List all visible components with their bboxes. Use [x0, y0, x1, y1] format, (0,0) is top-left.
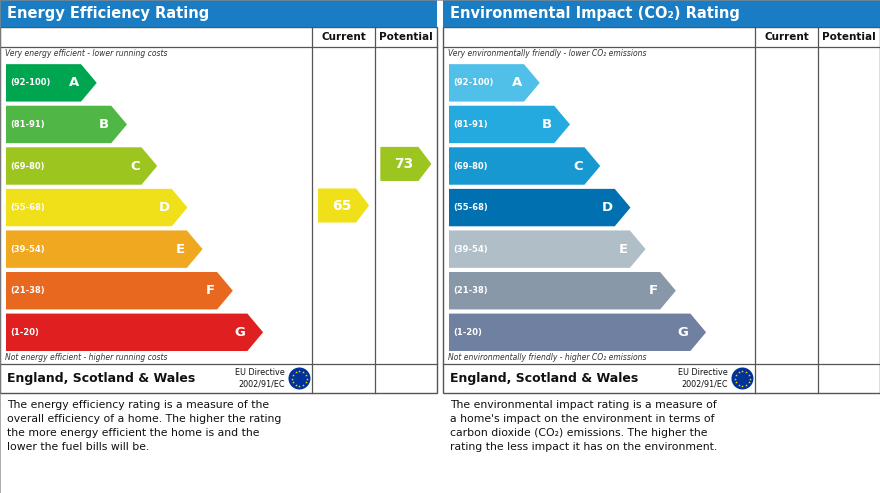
Text: (55-68): (55-68) — [10, 203, 45, 212]
Text: B: B — [542, 118, 553, 131]
Text: E: E — [176, 243, 185, 256]
Text: England, Scotland & Wales: England, Scotland & Wales — [7, 372, 195, 385]
Text: D: D — [602, 201, 612, 214]
Bar — [443, 27, 880, 393]
Text: (39-54): (39-54) — [453, 245, 488, 254]
Polygon shape — [380, 147, 431, 181]
Text: 65: 65 — [332, 199, 351, 212]
Text: (55-68): (55-68) — [453, 203, 488, 212]
Text: (1-20): (1-20) — [10, 328, 39, 337]
Text: (39-54): (39-54) — [10, 245, 45, 254]
Text: G: G — [678, 326, 688, 339]
Text: Potential: Potential — [379, 32, 433, 42]
Text: Potential: Potential — [822, 32, 876, 42]
Text: (69-80): (69-80) — [453, 162, 488, 171]
Polygon shape — [449, 272, 676, 310]
Text: (1-20): (1-20) — [453, 328, 482, 337]
Text: (21-38): (21-38) — [10, 286, 45, 295]
Text: 73: 73 — [394, 157, 414, 171]
Polygon shape — [6, 64, 97, 102]
Polygon shape — [6, 106, 127, 143]
Text: B: B — [99, 118, 109, 131]
Text: (92-100): (92-100) — [10, 78, 50, 87]
Text: C: C — [130, 160, 140, 173]
Text: (81-91): (81-91) — [10, 120, 45, 129]
Text: E: E — [619, 243, 628, 256]
Text: (92-100): (92-100) — [453, 78, 494, 87]
Polygon shape — [449, 64, 539, 102]
Polygon shape — [449, 189, 630, 226]
Text: A: A — [69, 76, 79, 89]
Text: Not environmentally friendly - higher CO₂ emissions: Not environmentally friendly - higher CO… — [448, 353, 647, 362]
Text: F: F — [649, 284, 658, 297]
Polygon shape — [449, 230, 646, 268]
Polygon shape — [318, 188, 369, 222]
Bar — [0, 0, 437, 27]
Text: Very environmentally friendly - lower CO₂ emissions: Very environmentally friendly - lower CO… — [448, 49, 647, 58]
Polygon shape — [6, 272, 233, 310]
Text: G: G — [234, 326, 246, 339]
Text: D: D — [158, 201, 170, 214]
Polygon shape — [449, 314, 706, 351]
Text: Very energy efficient - lower running costs: Very energy efficient - lower running co… — [5, 49, 167, 58]
Polygon shape — [449, 147, 600, 185]
Text: Current: Current — [321, 32, 366, 42]
Text: EU Directive
2002/91/EC: EU Directive 2002/91/EC — [678, 368, 728, 389]
Circle shape — [289, 367, 311, 389]
Text: Not energy efficient - higher running costs: Not energy efficient - higher running co… — [5, 353, 167, 362]
Polygon shape — [6, 314, 263, 351]
Text: Current: Current — [764, 32, 809, 42]
Bar — [0, 27, 437, 393]
Text: Energy Efficiency Rating: Energy Efficiency Rating — [7, 6, 209, 21]
Text: The environmental impact rating is a measure of
a home's impact on the environme: The environmental impact rating is a mea… — [450, 400, 717, 452]
Text: England, Scotland & Wales: England, Scotland & Wales — [450, 372, 638, 385]
Polygon shape — [449, 106, 570, 143]
Text: F: F — [206, 284, 215, 297]
Text: The energy efficiency rating is a measure of the
overall efficiency of a home. T: The energy efficiency rating is a measur… — [7, 400, 282, 452]
Circle shape — [731, 367, 753, 389]
Text: (21-38): (21-38) — [453, 286, 488, 295]
Polygon shape — [6, 230, 202, 268]
Text: A: A — [512, 76, 522, 89]
Polygon shape — [6, 189, 187, 226]
Text: Environmental Impact (CO₂) Rating: Environmental Impact (CO₂) Rating — [450, 6, 740, 21]
Bar — [443, 0, 880, 27]
Text: (69-80): (69-80) — [10, 162, 45, 171]
Text: EU Directive
2002/91/EC: EU Directive 2002/91/EC — [235, 368, 284, 389]
Text: (81-91): (81-91) — [453, 120, 488, 129]
Text: C: C — [573, 160, 583, 173]
Polygon shape — [6, 147, 158, 185]
